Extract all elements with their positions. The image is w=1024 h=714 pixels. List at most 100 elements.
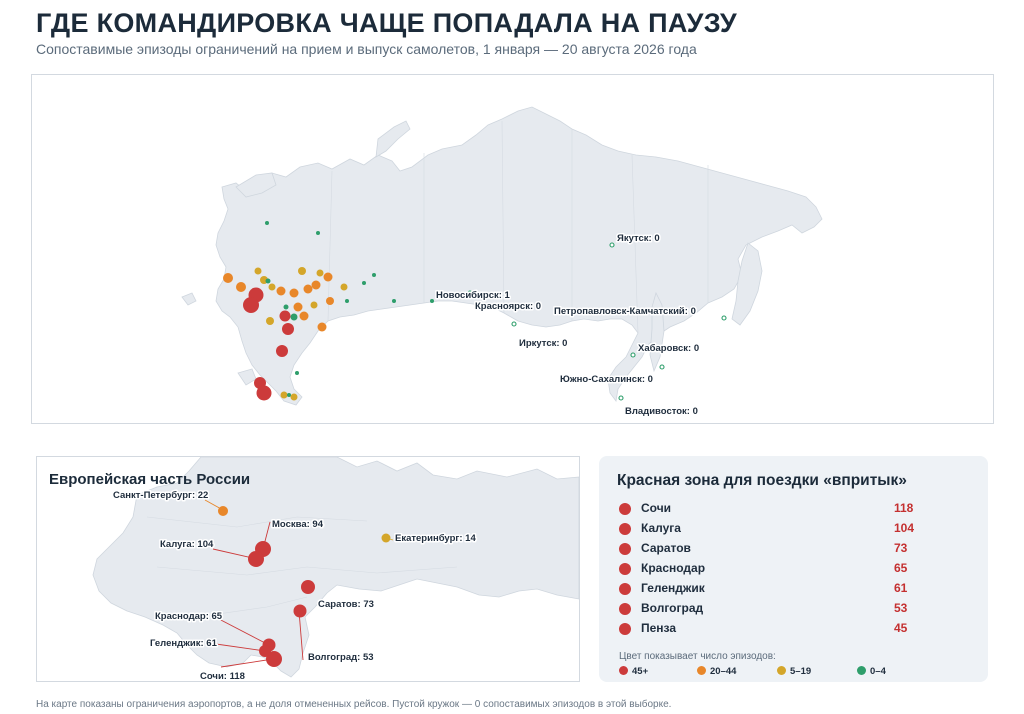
city-dot[interactable]	[290, 313, 298, 321]
region-boundaries	[327, 120, 709, 334]
svg-text:Якутск: 0: Якутск: 0	[617, 233, 660, 244]
scale-dot	[857, 666, 866, 675]
city-dot[interactable]	[311, 280, 321, 290]
svg-text:Новосибирск: 1: Новосибирск: 1	[436, 290, 511, 301]
rank-value: 104	[894, 521, 915, 535]
scale-label: 20–44	[710, 666, 737, 677]
city-dot[interactable]	[243, 297, 259, 313]
yakutsk-dot[interactable]	[609, 242, 615, 248]
petropavlovsk-dot[interactable]	[721, 315, 727, 321]
rank-row: Краснодар 65	[619, 559, 919, 579]
gelendzhik-label: Геленджик: 61	[150, 638, 218, 649]
city-dot[interactable]	[345, 299, 349, 303]
volgograd-label: Волгоград: 53	[308, 652, 374, 663]
khabarovsk-dot[interactable]	[630, 352, 636, 358]
inset-map-svg: Европейская часть России Санкт-П	[49, 457, 579, 682]
novosibirsk-dot[interactable]	[430, 299, 434, 303]
page-subtitle: Сопоставимые эпизоды ограничений на прие…	[36, 41, 697, 57]
city-dot[interactable]	[362, 281, 366, 285]
city-dot[interactable]	[265, 221, 269, 225]
city-dot[interactable]	[282, 323, 294, 335]
dots-european	[223, 221, 396, 401]
rank-value: 61	[894, 581, 908, 595]
rank-dot	[619, 563, 631, 575]
krasnoyarsk-label: Красноярск: 0	[475, 301, 541, 312]
inset-labels: Санкт-Петербург: 22 Санкт-Петербург: 22 …	[112, 489, 478, 682]
city-dot[interactable]	[340, 283, 348, 291]
svg-text:Петропавловск-Камчатский: 0: Петропавловск-Камчатский: 0	[554, 306, 696, 317]
scale-item-20-44: 20–44	[697, 666, 736, 677]
svg-text:Красноярск: 0: Красноярск: 0	[475, 301, 541, 312]
svg-text:Южно-Сахалинск: 0: Южно-Сахалинск: 0	[560, 374, 653, 385]
city-dot[interactable]	[316, 269, 324, 277]
svg-text:Геленджик: 61: Геленджик: 61	[150, 638, 218, 649]
city-dot[interactable]	[290, 393, 298, 401]
volgograd-dot[interactable]	[293, 604, 307, 618]
city-dot[interactable]	[392, 299, 396, 303]
city-dot[interactable]	[317, 322, 327, 332]
city-dot[interactable]	[279, 310, 291, 322]
city-dot[interactable]	[268, 283, 276, 291]
rank-value: 53	[894, 601, 908, 615]
city-dot[interactable]	[303, 284, 313, 294]
city-dot[interactable]	[326, 297, 334, 305]
krasnoyarsk-dot[interactable]	[467, 290, 473, 296]
spb-label: Санкт-Петербург: 22	[113, 490, 208, 501]
rank-name: Геленджик	[641, 581, 705, 595]
rank-name: Саратов	[641, 541, 691, 555]
city-dot[interactable]	[289, 288, 299, 298]
rank-row: Саратов 73	[619, 539, 919, 559]
land-kola	[235, 172, 277, 198]
city-dot[interactable]	[299, 311, 309, 321]
city-dot[interactable]	[280, 391, 288, 399]
vladivostok-dot[interactable]	[618, 395, 624, 401]
city-dot[interactable]	[276, 286, 286, 296]
scale-label: 45+	[632, 666, 649, 677]
scale-dot	[697, 666, 706, 675]
city-dot[interactable]	[293, 302, 303, 312]
svg-text:Волгоград: 53: Волгоград: 53	[308, 652, 374, 663]
city-dot[interactable]	[254, 267, 262, 275]
kaluga-dot[interactable]	[248, 551, 264, 567]
city-dot[interactable]	[316, 231, 320, 235]
moscow-label: Москва: 94	[272, 519, 324, 530]
ekb-dot[interactable]	[381, 533, 391, 543]
city-dot[interactable]	[372, 273, 376, 277]
svg-text:Саратов: 73: Саратов: 73	[318, 599, 374, 610]
svg-text:Владивосток: 0: Владивосток: 0	[625, 406, 698, 417]
city-dot[interactable]	[236, 282, 246, 292]
rank-dot	[619, 583, 631, 595]
city-dot[interactable]	[323, 272, 333, 282]
inset-map[interactable]: Европейская часть России Санкт-П	[36, 456, 580, 682]
spb-dot[interactable]	[218, 506, 228, 516]
city-dot[interactable]	[283, 304, 289, 310]
rank-dot	[619, 603, 631, 615]
city-dot[interactable]	[265, 278, 271, 284]
city-dot[interactable]	[223, 273, 233, 283]
city-dot[interactable]	[310, 301, 318, 309]
land-crimea	[237, 368, 257, 386]
main-map[interactable]: Новосибирск: 1 Новосибирск: 1 Красноярск…	[31, 74, 994, 424]
yuzhno-dot[interactable]	[659, 364, 665, 370]
irkutsk-dot[interactable]	[511, 321, 517, 327]
land-russia	[215, 106, 823, 406]
sochi-dot[interactable]	[266, 651, 282, 667]
city-dot[interactable]	[298, 267, 306, 275]
land-kaliningrad	[181, 292, 197, 306]
red-zone-card: Красная зона для поездки «впритык» Сочи …	[599, 456, 988, 682]
city-dot[interactable]	[295, 371, 299, 375]
sochi-label: Сочи: 118	[200, 671, 245, 681]
vladivostok-label: Владивосток: 0	[625, 406, 698, 417]
rank-row: Геленджик 61	[619, 579, 919, 599]
svg-text:Иркутск: 0: Иркутск: 0	[519, 338, 567, 349]
rank-value: 73	[894, 541, 908, 555]
dots-east	[430, 242, 727, 401]
city-dot[interactable]	[276, 345, 288, 357]
rank-dot	[619, 623, 631, 635]
city-dot[interactable]	[287, 393, 291, 397]
city-dot[interactable]	[256, 385, 272, 401]
saratov-label: Саратов: 73	[318, 599, 374, 610]
rank-name: Сочи	[641, 501, 672, 515]
saratov-dot[interactable]	[301, 580, 315, 594]
city-dot[interactable]	[266, 317, 274, 325]
